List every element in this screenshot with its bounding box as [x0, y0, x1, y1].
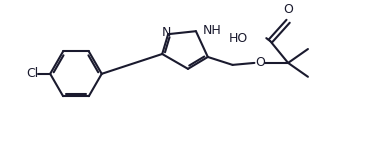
Text: NH: NH [203, 24, 222, 37]
Text: N: N [161, 26, 171, 39]
Text: HO: HO [229, 32, 248, 45]
Text: Cl: Cl [26, 67, 38, 80]
Text: O: O [256, 56, 265, 69]
Text: O: O [283, 3, 293, 16]
